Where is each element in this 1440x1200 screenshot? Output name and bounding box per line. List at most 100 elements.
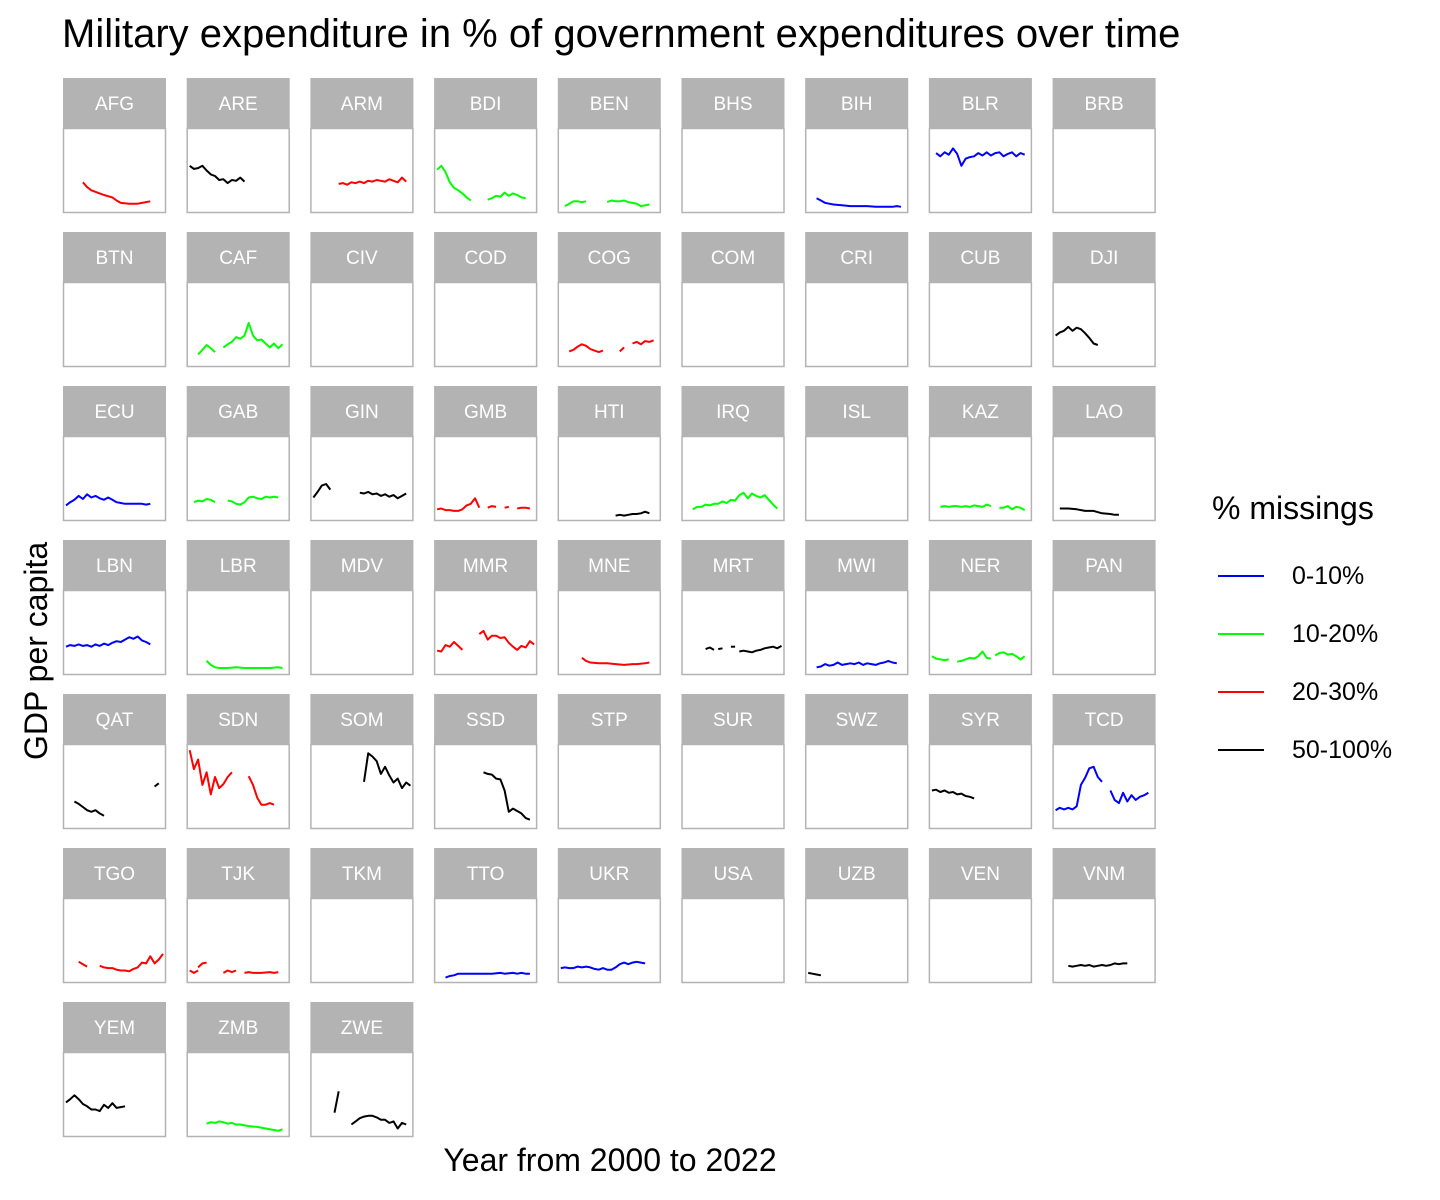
- facet-strip: [434, 540, 538, 590]
- facet-label: SOM: [340, 710, 383, 731]
- series-line: [568, 343, 604, 354]
- facet-panel: [681, 281, 785, 368]
- facet-panel: [557, 743, 662, 830]
- series-line: [816, 659, 897, 669]
- facet-tkm: TKM: [310, 848, 414, 984]
- facet-uzb: UZB: [804, 848, 909, 984]
- facet-panel: [928, 589, 1033, 676]
- facet-strip: [805, 78, 909, 128]
- facet-strip: [557, 694, 661, 744]
- facet-label: GIN: [345, 402, 379, 423]
- facet-label: COM: [711, 248, 755, 269]
- facet-panel: [557, 589, 662, 676]
- facet-label: TKM: [342, 864, 382, 885]
- facet-label: LBN: [96, 556, 133, 577]
- facet-label: AFG: [95, 94, 134, 115]
- facet-label: BRB: [1085, 94, 1124, 115]
- facet-panel: [928, 743, 1033, 830]
- facet-label: MDV: [341, 556, 384, 577]
- series-line: [363, 752, 412, 790]
- series-line: [487, 505, 497, 509]
- series-line: [1059, 507, 1119, 516]
- facet-strip: [186, 540, 290, 590]
- facet-pan: PAN: [1052, 540, 1156, 676]
- facet-label: GMB: [464, 402, 507, 423]
- facet-qat: QAT: [62, 694, 167, 830]
- series-line: [931, 655, 949, 662]
- facet-label: ZMB: [218, 1018, 258, 1039]
- chart-title: Military expenditure in % of government …: [62, 12, 1181, 56]
- legend-key-red: [1218, 691, 1264, 693]
- facet-strip: [805, 540, 909, 590]
- facet-strip: [1052, 386, 1156, 436]
- facet-strip: [434, 78, 538, 128]
- facet-lao: LAO: [1052, 386, 1156, 522]
- facet-strip: [557, 386, 661, 436]
- legend-item-0-10: 0-10%: [1212, 547, 1392, 605]
- series-line: [189, 164, 246, 185]
- facet-strip: [186, 1002, 290, 1052]
- facet-strip: [928, 386, 1032, 436]
- facet-strip: [557, 540, 661, 590]
- series-line: [705, 646, 715, 651]
- facet-isl: ISL: [804, 386, 909, 522]
- series-line: [65, 1094, 126, 1113]
- series-line: [78, 960, 88, 968]
- facet-panel: [62, 589, 167, 676]
- facet-afg: AFG: [62, 78, 167, 214]
- series-line: [197, 961, 207, 969]
- series-line: [994, 651, 1026, 661]
- facet-strip: [805, 386, 909, 436]
- series-line: [483, 771, 531, 821]
- facet-strip: [681, 78, 785, 128]
- series-line: [581, 656, 650, 666]
- series-line: [999, 505, 1026, 511]
- facet-strip: [310, 1002, 414, 1052]
- facet-label: TGO: [94, 864, 135, 885]
- facet-panel: [804, 127, 909, 214]
- facet-tjk: TJK: [186, 848, 290, 984]
- series-line: [560, 960, 646, 971]
- facet-panel: [804, 435, 909, 522]
- legend-label: 50-100%: [1292, 735, 1393, 764]
- facet-syr: SYR: [928, 694, 1033, 830]
- facet-zwe: ZWE: [310, 1002, 414, 1138]
- facet-hti: HTI: [557, 386, 662, 522]
- facet-lbr: LBR: [186, 540, 290, 676]
- series-line: [205, 660, 283, 669]
- facet-panel: [310, 435, 414, 522]
- series-line: [718, 647, 723, 651]
- series-line: [244, 971, 279, 974]
- series-line: [333, 1091, 340, 1113]
- facet-strip: [63, 1002, 166, 1052]
- facet-label: SUR: [713, 710, 753, 731]
- facet-strip: [928, 694, 1032, 744]
- facet-panel: [804, 743, 909, 830]
- facet-strip: [310, 848, 414, 898]
- facet-kaz: KAZ: [928, 386, 1033, 522]
- facet-panel: [186, 281, 290, 368]
- facet-strip: [434, 694, 538, 744]
- facet-strip: [1052, 694, 1156, 744]
- facet-panel: [557, 897, 662, 984]
- facet-strip: [681, 540, 785, 590]
- facet-label: SDN: [218, 710, 258, 731]
- facet-panel: [186, 127, 290, 214]
- series-line: [808, 971, 822, 977]
- series-line: [564, 200, 587, 207]
- facet-sdn: SDN: [186, 694, 290, 830]
- facet-label: SYR: [961, 710, 1000, 731]
- facet-panel: [310, 589, 414, 676]
- facet-tgo: TGO: [62, 848, 167, 984]
- facet-strip: [1052, 848, 1156, 898]
- legend-key-blue: [1218, 575, 1264, 577]
- facet-strip: [681, 848, 785, 898]
- facet-strip: [63, 694, 166, 744]
- facet-sur: SUR: [681, 694, 785, 830]
- facet-label: SSD: [466, 710, 505, 731]
- facet-bdi: BDI: [433, 78, 538, 214]
- series-line: [606, 199, 650, 208]
- facet-gmb: GMB: [433, 386, 538, 522]
- facet-label: CAF: [219, 248, 257, 269]
- facet-lbn: LBN: [62, 540, 167, 676]
